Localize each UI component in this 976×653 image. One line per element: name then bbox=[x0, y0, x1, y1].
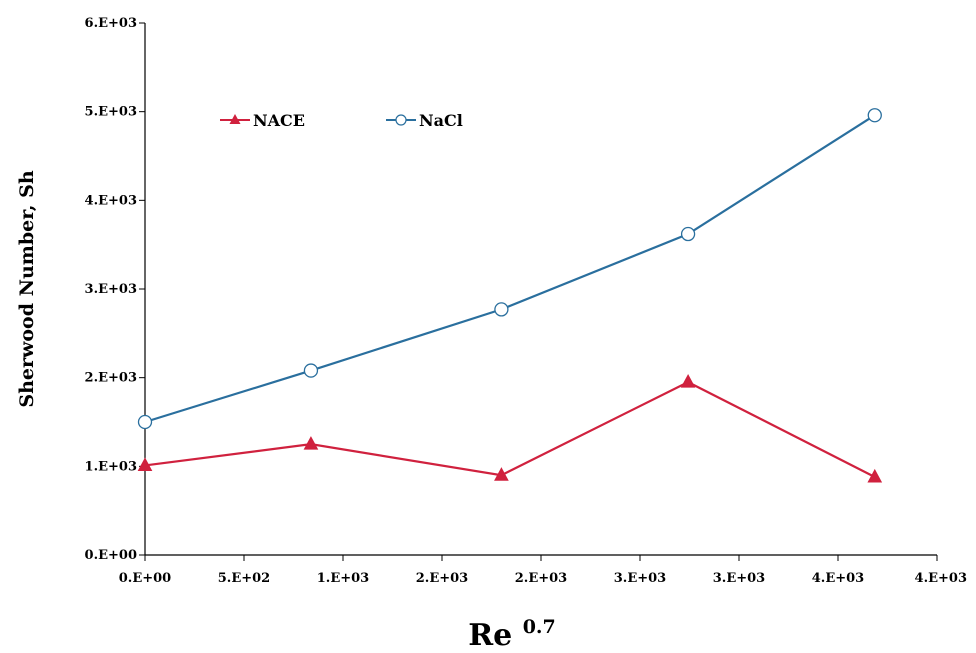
data-point bbox=[303, 363, 319, 378]
legend-label: NaCl bbox=[419, 111, 463, 130]
series-nace bbox=[137, 374, 883, 483]
legend-item-nace: NACE bbox=[220, 111, 305, 130]
x-tick-label: 3.E+03 bbox=[713, 571, 765, 586]
series-nacl bbox=[137, 108, 882, 430]
data-point bbox=[137, 457, 153, 471]
y-tick-label: 4.E+03 bbox=[85, 193, 137, 208]
data-point bbox=[867, 468, 883, 483]
x-axis-title-base: Re bbox=[468, 618, 512, 653]
data-point bbox=[494, 467, 509, 481]
series-line bbox=[144, 114, 876, 424]
y-tick-label: 1.E+03 bbox=[85, 459, 137, 474]
x-tick-label: 2.E+03 bbox=[416, 571, 468, 586]
x-tick-label: 2.E+03 bbox=[515, 571, 567, 586]
y-tick-label: 3.E+03 bbox=[85, 282, 137, 297]
x-tick-label: 3.E+03 bbox=[614, 571, 666, 586]
y-tick-label: 5.E+03 bbox=[85, 105, 137, 120]
data-point bbox=[494, 302, 509, 317]
legend: NACE NaCl bbox=[220, 111, 463, 130]
y-ticks: 0.E+00 1.E+03 2.E+03 3.E+03 4.E+03 5.E+03 6.E+… bbox=[85, 16, 145, 563]
legend-marker bbox=[229, 114, 241, 124]
series-line bbox=[144, 380, 876, 478]
y-axis-title: Sherwood Number, Sh bbox=[16, 170, 38, 407]
x-axis-title: Re 0.7 bbox=[468, 616, 556, 653]
x-ticks: 0.E+00 5.E+02 1.E+03 2.E+03 2.E+03 3.E+03 3.E+… bbox=[119, 555, 967, 586]
legend-item-nacl: NaCl bbox=[386, 111, 463, 130]
data-point bbox=[680, 226, 696, 242]
x-tick-label: 4.E+03 bbox=[812, 571, 864, 586]
data-point bbox=[303, 436, 319, 450]
series-layer bbox=[137, 108, 883, 483]
x-axis: 0.E+00 5.E+02 1.E+03 2.E+03 2.E+03 3.E+03 3.E+… bbox=[119, 554, 967, 586]
y-tick-label: 0.E+00 bbox=[85, 548, 137, 563]
y-axis: 0.E+00 1.E+03 2.E+03 3.E+03 4.E+03 5.E+03 6.E+… bbox=[85, 16, 146, 563]
x-axis-title-superscript: 0.7 bbox=[523, 616, 556, 638]
x-tick-label: 1.E+03 bbox=[317, 571, 369, 586]
y-tick-label: 2.E+03 bbox=[85, 371, 137, 386]
x-tick-label: 0.E+00 bbox=[119, 571, 171, 586]
data-point bbox=[867, 108, 882, 123]
legend-label: NACE bbox=[253, 111, 305, 130]
legend-marker bbox=[395, 114, 407, 126]
y-tick-label: 6.E+03 bbox=[85, 16, 137, 31]
data-point bbox=[680, 374, 696, 388]
data-point bbox=[137, 414, 153, 430]
x-tick-label: 5.E+02 bbox=[218, 571, 270, 586]
x-tick-label: 4.E+03 bbox=[915, 571, 967, 586]
